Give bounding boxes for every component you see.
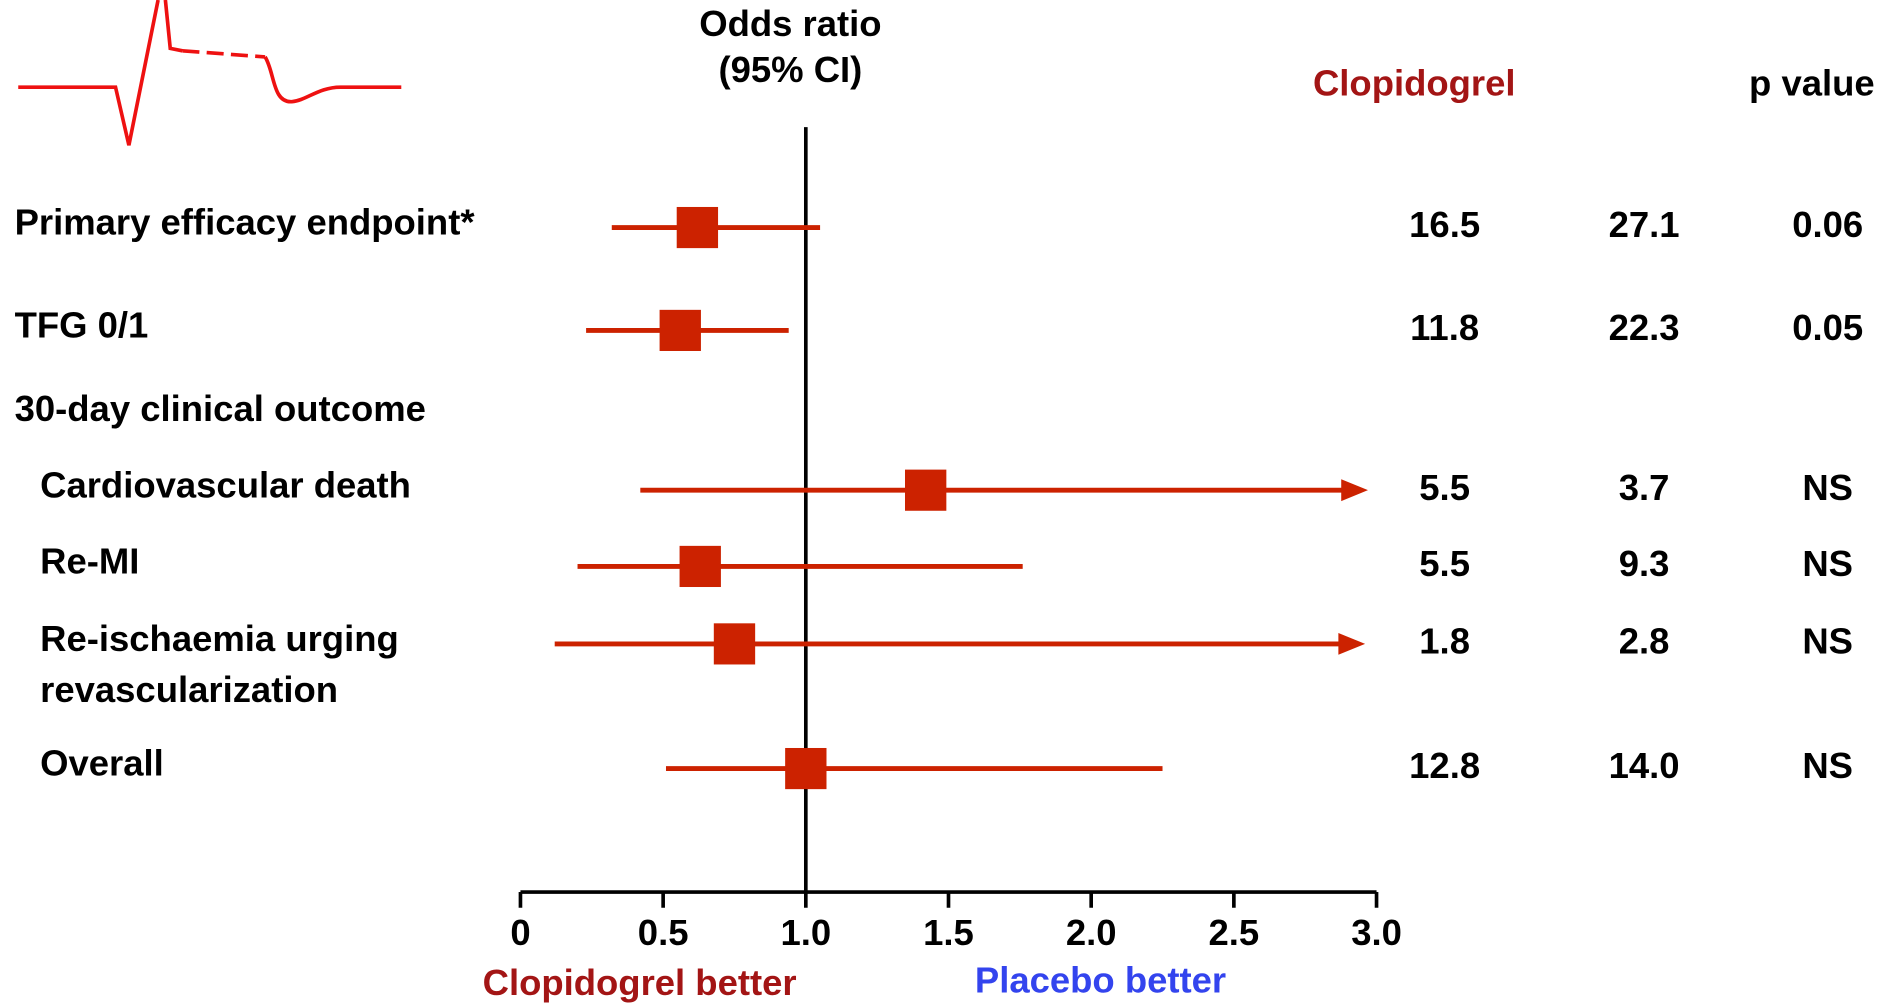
cell-value: 3.7: [1619, 467, 1670, 508]
cell-value: 2.8: [1619, 621, 1670, 662]
row-label: Overall: [40, 743, 164, 784]
cell-value: 5.5: [1419, 543, 1470, 584]
column-header: p value: [1749, 63, 1875, 104]
point-estimate: [679, 545, 721, 588]
title: Odds ratio: [699, 3, 881, 44]
ci-arrow: [1338, 633, 1366, 655]
row-label: Re-MI: [40, 541, 139, 582]
cell-value: NS: [1802, 467, 1853, 508]
cell-value: 5.5: [1419, 467, 1470, 508]
point-estimate: [713, 623, 756, 665]
cell-value: 22.3: [1609, 307, 1680, 348]
point-estimate: [785, 747, 827, 790]
cell-value: 9.3: [1619, 543, 1670, 584]
cell-value: 0.05: [1792, 307, 1863, 348]
cell-value: 1.8: [1419, 621, 1470, 662]
point-estimate: [659, 309, 701, 351]
cell-value: NS: [1802, 543, 1853, 584]
title: (95% CI): [718, 49, 862, 90]
row-label: Primary efficacy endpoint*: [15, 202, 476, 243]
cell-value: 11.8: [1410, 307, 1479, 348]
cell-value: 0.06: [1792, 204, 1863, 245]
x-tick-label: 0: [510, 912, 530, 953]
point-estimate: [904, 469, 947, 511]
row-label: Cardiovascular death: [40, 464, 411, 505]
cell-value: NS: [1802, 745, 1853, 786]
ci-arrow: [1341, 479, 1368, 502]
row-label: TFG 0/1: [15, 305, 149, 346]
x-tick-label: 2.0: [1066, 912, 1117, 953]
x-tick-label: 0.5: [638, 912, 689, 953]
cell-value: 14.0: [1609, 745, 1680, 786]
cell-value: 12.8: [1409, 745, 1480, 786]
x-tick-label: 1.5: [923, 912, 974, 953]
cell-value: NS: [1802, 621, 1853, 662]
row-label: revascularization: [40, 669, 338, 710]
cell-value: 27.1: [1609, 204, 1680, 245]
favours-label: Clopidogrel better: [483, 962, 797, 1003]
favours-label: Placebo better: [975, 959, 1226, 1000]
x-tick-label: 2.5: [1209, 912, 1260, 953]
row-label: 30-day clinical outcome: [15, 388, 426, 429]
x-tick-label: 1.0: [780, 912, 831, 953]
x-tick-label: 3.0: [1351, 912, 1402, 953]
point-estimate: [676, 206, 719, 249]
column-header: Clopidogrel: [1313, 63, 1516, 104]
cell-value: 16.5: [1409, 204, 1480, 245]
ecg-icon: [18, 0, 402, 146]
row-label: Re-ischaemia urging: [40, 618, 399, 659]
